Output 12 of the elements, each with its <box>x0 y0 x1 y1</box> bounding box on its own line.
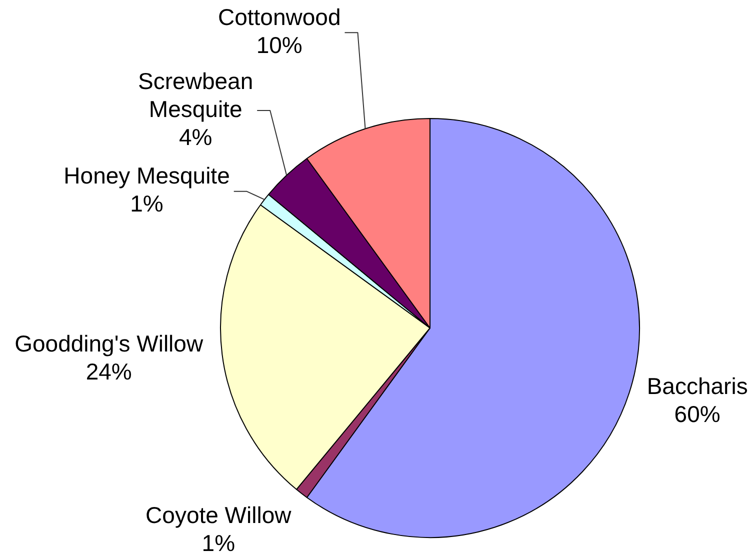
data-label: 10% <box>256 32 302 58</box>
data-label: 1% <box>130 190 164 217</box>
slice-label: Cottonwood <box>218 4 341 30</box>
slice-label: Honey Mesquite <box>64 162 230 189</box>
data-label: 1% <box>202 530 236 554</box>
data-label: 60% <box>674 401 720 428</box>
slice-label: Coyote Willow <box>146 502 292 528</box>
slice-label: Screwbean Mesquite <box>138 68 254 122</box>
data-label: 4% <box>178 124 212 150</box>
slice-label: Goodding's Willow <box>14 330 204 356</box>
slice-label: Baccharis <box>646 373 748 400</box>
data-label: 24% <box>86 358 132 384</box>
